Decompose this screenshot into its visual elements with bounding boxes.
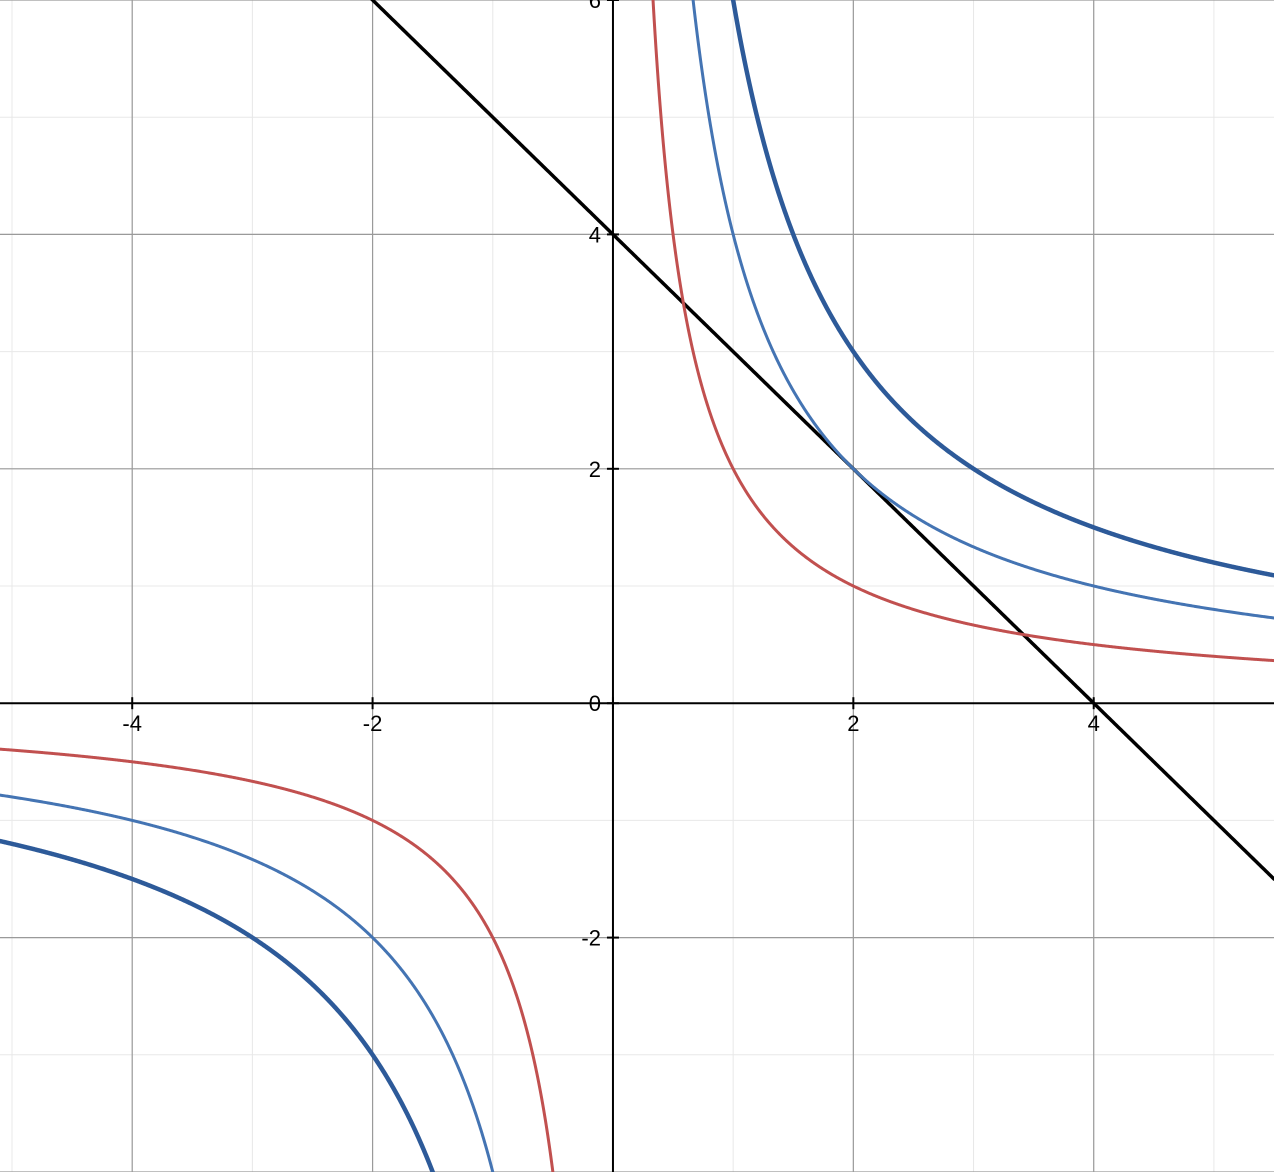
x-tick-label: 2: [847, 711, 859, 736]
chart-container: -4 -2 2 4 -2 0 2 4 6: [0, 0, 1274, 1172]
chart-svg: -4 -2 2 4 -2 0 2 4 6: [0, 0, 1274, 1172]
x-tick-label: -4: [122, 711, 142, 736]
y-tick-label: -2: [581, 926, 601, 951]
x-tick-label: 4: [1088, 711, 1100, 736]
y-tick-label: 4: [589, 222, 601, 247]
y-tick-label: 6: [589, 0, 601, 13]
y-tick-label: 0: [589, 691, 601, 716]
y-tick-label: 2: [589, 457, 601, 482]
x-tick-label: -2: [363, 711, 383, 736]
